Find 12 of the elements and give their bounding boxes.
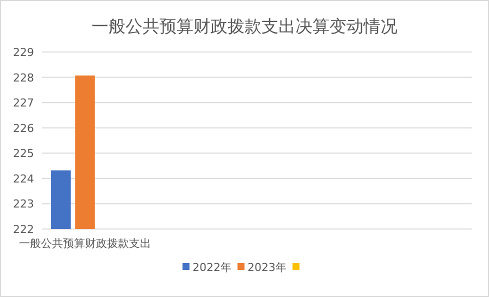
y-tick-label: 224	[13, 172, 34, 186]
y-tick-label: 228	[13, 71, 34, 84]
y-tick-label: 223	[13, 198, 34, 211]
legend-label: 2022年	[192, 261, 232, 274]
y-tick-label: 227	[13, 96, 34, 110]
chart-title: 一般公共预算财政拨款支出决算变动情况	[92, 17, 398, 37]
legend-label: 2023年	[248, 261, 286, 274]
y-tick-label: 225	[13, 147, 34, 160]
x-tick-label: 一般公共预算财政拨款支出	[19, 237, 151, 250]
y-tick-label: 229	[13, 46, 34, 59]
y-tick-label: 226	[13, 122, 34, 135]
y-tick-label: 222	[13, 223, 34, 236]
